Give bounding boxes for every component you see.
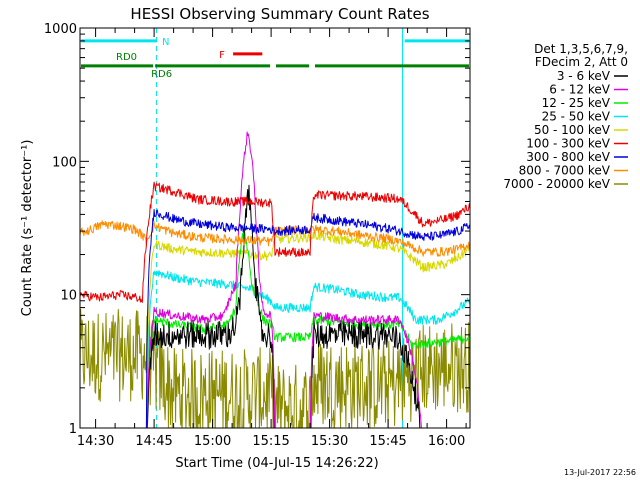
plot-frame	[79, 27, 471, 429]
axes: 1 10 100 1000 14:30 14:45 15:00 15:15 15:30 15:45…	[44, 22, 470, 449]
legend-label-5: 100 - 300 keV	[526, 137, 610, 151]
series-line-25-50-kev	[145, 270, 470, 428]
x-tick-label-1430: 14:30	[77, 434, 114, 449]
x-tick-label-1445: 14:45	[135, 434, 172, 449]
legend: Det 1,3,5,6,7,9, FDecim 2, Att 0 3 - 6 k…	[503, 42, 628, 191]
y-tick-label-1: 1	[69, 422, 77, 437]
footer-timestamp: 13-Jul-2017 22:56	[564, 468, 636, 477]
flag-label-n: N	[162, 37, 169, 48]
y-tick-label-1000: 1000	[44, 22, 77, 37]
series-line-100-300-kev	[80, 181, 470, 303]
chart-title: HESSI Observing Summary Count Rates	[130, 5, 429, 23]
series-line-50-100-kev	[145, 231, 470, 428]
y-tick-label-100: 100	[52, 155, 77, 170]
y-axis-label: Count Rate (s⁻¹ detector⁻¹)	[20, 140, 35, 317]
legend-label-3: 25 - 50 keV	[542, 110, 611, 124]
flag-label-rd0: RD0	[116, 52, 137, 63]
x-tick-label-1545: 15:45	[369, 434, 406, 449]
series-line-6-12-kev	[146, 131, 422, 428]
legend-label-4: 50 - 100 keV	[534, 123, 611, 137]
legend-label-1: 6 - 12 keV	[549, 83, 611, 97]
x-axis-label: Start Time (04-Jul-15 14:26:22)	[175, 456, 378, 471]
legend-label-7: 800 - 7000 keV	[519, 164, 611, 178]
x-tick-label-1600: 16:00	[428, 434, 465, 449]
legend-label-8: 7000 - 20000 keV	[503, 177, 610, 191]
legend-label-0: 3 - 6 keV	[557, 69, 611, 83]
legend-label-2: 12 - 25 keV	[542, 96, 611, 110]
x-tick-label-1515: 15:15	[252, 434, 289, 449]
legend-header-line-2: FDecim 2, Att 0	[535, 55, 628, 69]
legend-header-line-1: Det 1,3,5,6,7,9,	[534, 42, 628, 56]
x-tick-label-1500: 15:00	[194, 434, 231, 449]
legend-label-6: 300 - 800 keV	[526, 150, 610, 164]
x-tick-label-1530: 15:30	[311, 434, 348, 449]
flag-label-f: F	[219, 50, 225, 61]
y-tick-label-10: 10	[60, 289, 77, 304]
series-line-300-800-kev	[145, 209, 470, 428]
plot-area	[80, 28, 470, 428]
series-line-3-6-kev	[146, 184, 421, 428]
flag-label-rd6: RD6	[151, 69, 172, 80]
